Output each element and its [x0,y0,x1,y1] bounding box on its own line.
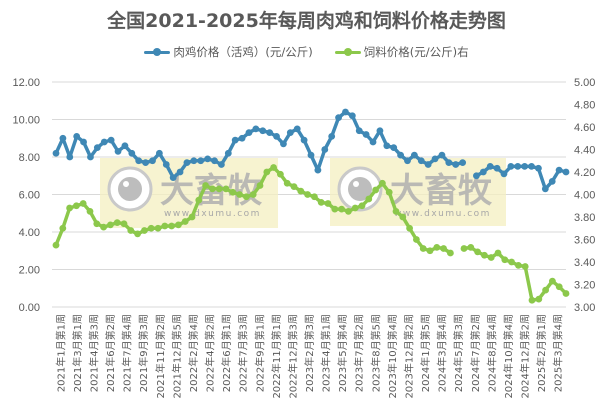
x-tick: 2024年1月第5周 [419,314,432,392]
y-tick-left: 0.00 [19,302,40,314]
x-tick: 2024年12月第2周 [519,314,532,399]
x-tick: 2022年4月第2周 [204,314,217,392]
x-tick: 2025年3月第4周 [552,314,565,392]
y-axis-left: 12.00 10.00 8.00 6.00 4.00 2.00 0.00 [12,77,40,314]
legend-swatch-green-icon [334,47,361,56]
y-tick-left: 10.00 [12,115,40,127]
y-tick-right: 5.00 [574,77,595,89]
x-tick: 2024年10月第4周 [502,314,515,399]
x-tick: 2023年8月第5周 [369,314,382,392]
x-tick: 2022年12月第3周 [286,314,299,399]
x-tick: 2023年7月第2周 [353,314,366,392]
y-tick-right: 4.80 [574,100,595,112]
x-tick: 2022年7月第3周 [237,314,250,392]
y-tick-left: 2.00 [19,265,40,277]
x-tick: 2021年6月第2周 [104,314,117,392]
x-tick: 2021年4月第3周 [87,314,100,392]
y-tick-left: 4.00 [19,227,40,239]
x-tick: 2024年5月第3周 [452,314,465,392]
x-tick: 2023年10月第4周 [386,314,399,399]
x-tick: 2021年3月第1周 [71,314,84,392]
x-tick: 2023年12月第2周 [402,314,415,399]
x-tick: 2024年7月第2周 [469,314,482,392]
y-tick-left: 6.00 [19,190,40,202]
x-tick: 2024年3月第4周 [436,314,449,392]
y-tick-right: 3.40 [574,257,595,269]
x-tick: 2022年6月第1周 [220,314,233,392]
y-axis-right: 5.00 4.80 4.60 4.40 4.20 4.00 3.80 3.60 3.40 3.20… [574,77,595,314]
x-tick: 2022年11月第1周 [270,314,283,399]
series-chicken-price [52,108,570,193]
x-tick: 2021年9月第3周 [137,314,150,392]
y-tick-right: 4.60 [574,122,595,134]
y-tick-right: 3.00 [574,302,595,314]
y-tick-right: 4.40 [574,145,595,157]
series-feed-price [52,164,570,304]
y-tick-right: 3.80 [574,212,595,224]
y-tick-right: 4.20 [574,167,595,179]
series-lines [52,108,570,304]
watermark-url: www.dxumu.com [164,209,261,219]
legend: 肉鸡价格（活鸡）(元/公斤) 饲料价格(元/公斤)右 [0,44,613,60]
legend-swatch-blue-icon [144,47,171,56]
legend-label-chicken-price: 肉鸡价格（活鸡）(元/公斤) [173,45,313,59]
x-tick: 2022年9月第1周 [253,314,266,392]
x-tick: 2024年8月第4周 [485,314,498,392]
x-tick: 2023年4月第1周 [320,314,333,392]
x-tick: 2022年2月第4周 [187,314,200,392]
y-tick-left: 12.00 [12,77,40,89]
x-tick: 2021年11月第2周 [154,314,167,399]
legend-label-feed-price: 饲料价格(元/公斤)右 [363,45,469,59]
x-tick: 2025年2月第1周 [535,314,548,392]
x-tick: 2021年12月第5周 [170,314,183,399]
x-tick: 2023年5月第4周 [336,314,349,392]
x-tick: 2023年2月第3周 [303,314,316,392]
watermark-url: www.dxumu.com [394,209,491,219]
y-tick-left: 8.00 [19,152,40,164]
chart-title: 全国2021-2025年每周肉鸡和饲料价格走势图 [107,10,506,32]
x-axis: 2021年1月第1周 2021年3月第1周 2021年4月第3周 2021年6月第2周… [54,314,564,399]
y-tick-right: 3.60 [574,235,595,247]
y-tick-right: 4.00 [574,190,595,202]
legend-item-chicken-price: 肉鸡价格（活鸡）(元/公斤) [144,44,313,60]
legend-item-feed-price: 饲料价格(元/公斤)右 [334,44,469,60]
y-tick-right: 3.20 [574,280,595,292]
x-tick: 2021年7月第4周 [121,314,134,392]
x-tick: 2021年1月第1周 [54,314,67,392]
